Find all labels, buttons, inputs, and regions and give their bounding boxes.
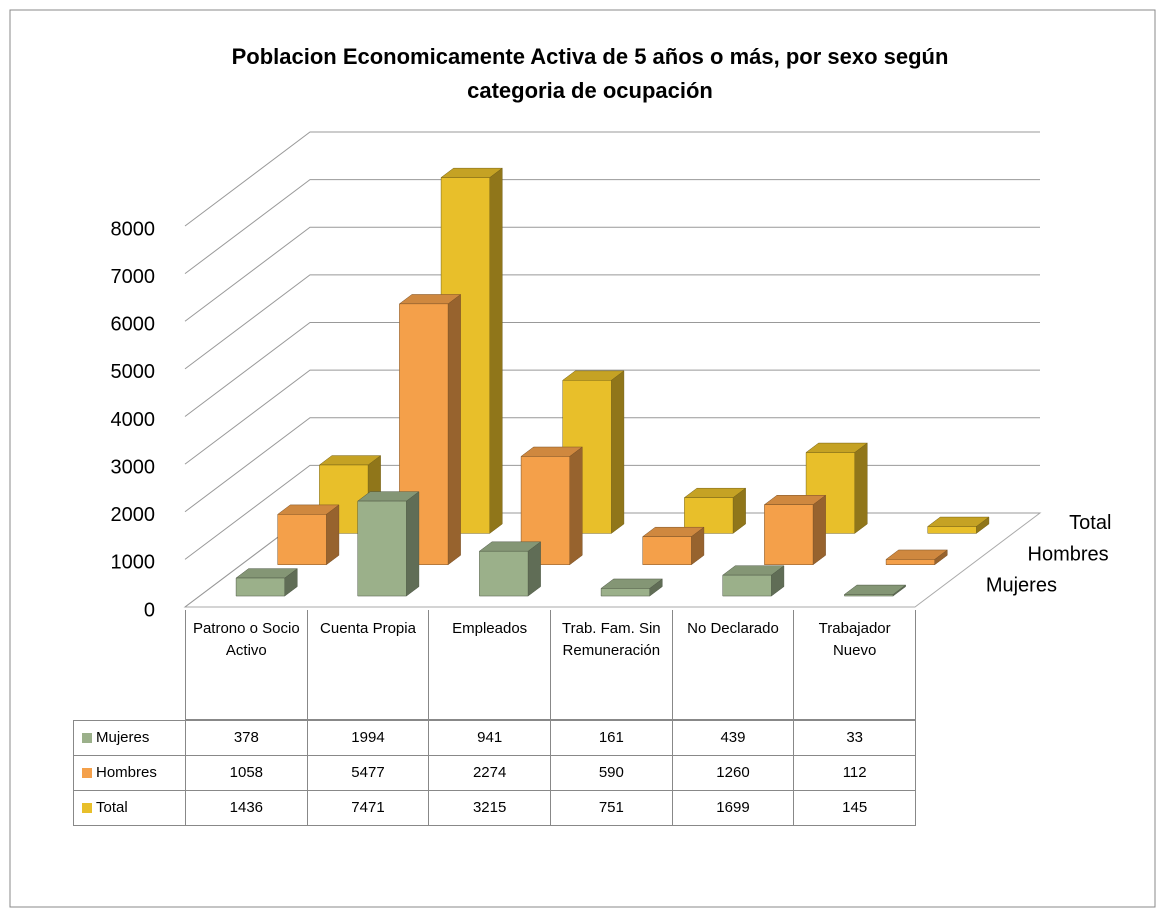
y-tick-label: 5000 <box>111 361 156 383</box>
legend-label: Total <box>96 799 128 816</box>
bar <box>885 559 935 565</box>
legend-swatch <box>82 733 92 743</box>
legend-swatch <box>82 768 92 778</box>
table-header: Cuenta Propia <box>306 610 430 720</box>
table-cell: 2274 <box>428 755 551 791</box>
grid-line <box>184 131 1040 227</box>
table-cell: 1699 <box>671 790 795 826</box>
bar <box>722 574 772 597</box>
y-tick-label: 1000 <box>111 552 156 574</box>
y-tick-label: 8000 <box>111 218 156 240</box>
table-cell: 7471 <box>306 790 430 826</box>
y-tick-label: 7000 <box>111 266 156 288</box>
table-cell: 145 <box>793 790 916 826</box>
grid-line <box>184 226 1040 322</box>
legend-item: Total <box>73 790 186 826</box>
chart-title: Poblacion Economicamente Activa de 5 año… <box>231 44 949 103</box>
table-cell: 941 <box>428 720 551 756</box>
table-cell: 5477 <box>306 755 430 791</box>
bar <box>520 456 570 565</box>
table-cell: 33 <box>793 720 916 756</box>
bar <box>357 500 407 597</box>
bar-side <box>489 167 503 534</box>
y-tick-label: 4000 <box>111 409 156 431</box>
table-header: No Declarado <box>671 610 795 720</box>
table-cell: 3215 <box>428 790 551 826</box>
bar-side <box>854 442 868 534</box>
grid-line <box>184 464 1040 560</box>
bar <box>927 526 977 534</box>
table-header: Empleados <box>428 610 551 720</box>
bar-side <box>447 293 461 566</box>
bar <box>479 550 529 597</box>
grid-line <box>184 417 1040 513</box>
bar-side <box>326 504 340 566</box>
series-label: Total <box>1069 512 1111 534</box>
bar-side <box>406 491 420 597</box>
grid-line <box>184 274 1040 370</box>
table-cell: 378 <box>185 720 308 756</box>
y-tick-label: 6000 <box>111 314 156 336</box>
bar <box>684 497 734 534</box>
y-tick-label: 0 <box>144 599 155 621</box>
table-cell: 590 <box>550 755 673 791</box>
bar <box>600 588 650 597</box>
y-tick-label: 3000 <box>111 456 156 478</box>
bar-side <box>611 370 625 534</box>
bar-side <box>569 446 583 566</box>
y-tick-label: 2000 <box>111 504 156 526</box>
bar <box>277 514 327 565</box>
table-header: Trabajador Nuevo <box>793 610 916 720</box>
legend-item: Mujeres <box>73 720 186 756</box>
table-cell: 161 <box>550 720 673 756</box>
bar <box>642 536 692 565</box>
bar-side <box>812 494 826 566</box>
series-label: Hombres <box>1028 543 1109 565</box>
series-label: Mujeres <box>986 575 1057 597</box>
bar <box>764 504 814 565</box>
legend-swatch <box>82 803 92 813</box>
grid-line <box>184 322 1040 417</box>
table-header: Patrono o Socio Activo <box>185 610 308 720</box>
bar <box>235 577 285 597</box>
grid-line <box>184 369 1040 465</box>
grid-line <box>184 179 1040 275</box>
table-cell: 1436 <box>185 790 308 826</box>
table-header: Trab. Fam. Sin Remuneración <box>550 610 673 720</box>
legend-label: Hombres <box>96 764 157 781</box>
table-cell: 1058 <box>185 755 308 791</box>
table-cell: 439 <box>671 720 795 756</box>
bar <box>844 594 894 597</box>
table-cell: 112 <box>793 755 916 791</box>
table-cell: 751 <box>550 790 673 826</box>
legend-item: Hombres <box>73 755 186 791</box>
table-cell: 1994 <box>306 720 430 756</box>
table-cell: 1260 <box>671 755 795 791</box>
legend-label: Mujeres <box>96 729 150 746</box>
